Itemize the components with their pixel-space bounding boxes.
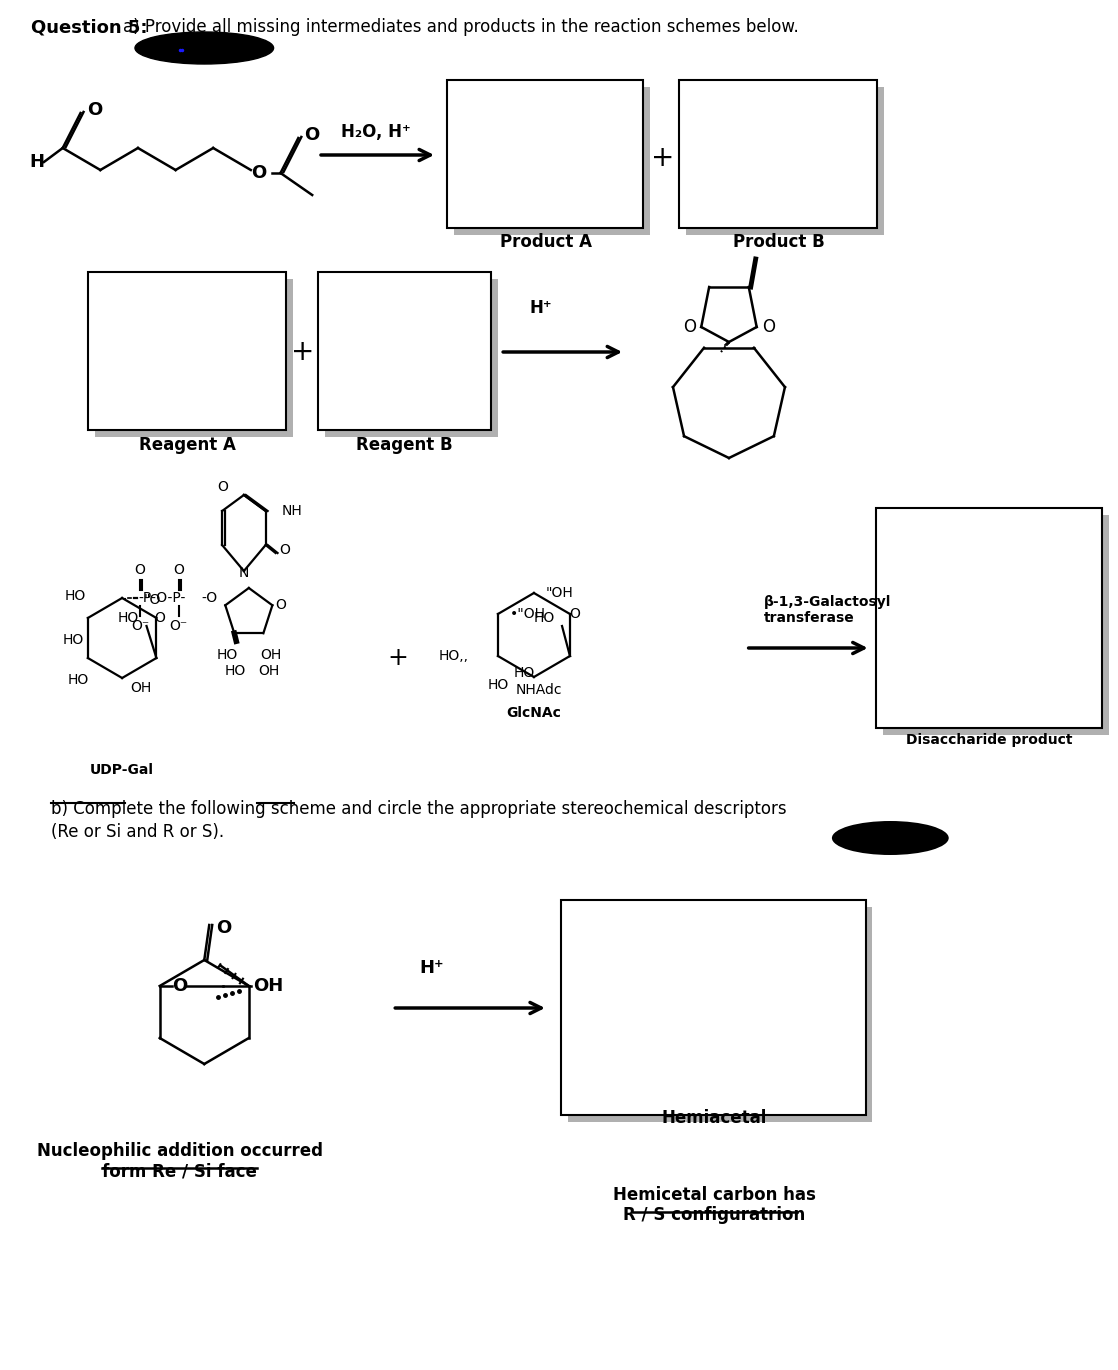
Text: H₂O, H⁺: H₂O, H⁺ [341,123,410,141]
Text: O: O [217,919,231,937]
Text: NH: NH [282,504,302,518]
Text: HO: HO [119,611,140,625]
Text: Hemicetal carbon has: Hemicetal carbon has [613,1186,815,1204]
Text: Product A: Product A [500,233,591,251]
Text: HO: HO [513,666,534,680]
Text: Reagent A: Reagent A [139,436,236,453]
Text: Nucleophilic addition occurred: Nucleophilic addition occurred [37,1143,322,1160]
Text: O: O [172,977,187,995]
Bar [88,273,286,430]
Text: HO: HO [217,648,238,662]
Text: O: O [683,318,695,336]
Text: Reagent B: Reagent B [356,436,453,453]
Ellipse shape [832,821,949,855]
Text: HO: HO [68,673,89,686]
Bar [560,900,865,1115]
Text: OH: OH [254,977,284,995]
Text: O: O [87,101,102,119]
Text: HO: HO [225,664,246,678]
Text: "O: "O [144,593,161,607]
Bar [319,273,492,430]
Text: HO: HO [65,589,86,603]
Text: O: O [134,563,145,577]
Text: O: O [217,479,228,495]
Text: O: O [154,611,164,625]
Bar [686,88,884,236]
Text: O: O [280,543,291,558]
Text: +: + [651,144,674,173]
Text: UDP-Gal: UDP-Gal [91,763,154,777]
Text: +: + [291,338,314,366]
Text: OH: OH [130,681,151,695]
Text: Question 5:: Question 5: [31,18,148,36]
Text: Hemiacetal: Hemiacetal [662,1108,767,1128]
Bar [568,907,872,1122]
Bar [95,279,293,437]
Bar [447,79,643,227]
Text: a) Provide all missing intermediates and products in the reaction schemes below.: a) Provide all missing intermediates and… [123,18,799,36]
Text: O: O [252,164,266,182]
Text: GlcNAc: GlcNAc [506,706,561,721]
Text: form Re / Si face: form Re / Si face [102,1163,257,1181]
Text: HO: HO [63,633,84,647]
Text: R / S configuratrion: R / S configuratrion [623,1206,805,1223]
Text: N: N [239,566,249,580]
Text: -P-O-P-: -P-O-P- [138,590,186,606]
Text: O: O [275,599,286,612]
Ellipse shape [135,32,274,64]
Bar [877,508,1102,727]
Text: H: H [29,153,44,171]
Text: H⁺: H⁺ [530,299,552,316]
Text: •"OH: •"OH [510,607,546,621]
Text: O: O [569,607,580,621]
Text: O: O [173,563,184,577]
Bar [325,279,499,437]
Bar [883,515,1109,734]
Bar [454,88,650,236]
Text: β-1,3-Galactosyl
transferase: β-1,3-Galactosyl transferase [764,595,891,625]
Text: b) Complete the following scheme and circle the appropriate stereochemical descr: b) Complete the following scheme and cir… [50,800,786,818]
Text: Disaccharide product: Disaccharide product [906,733,1072,747]
Text: H⁺: H⁺ [419,959,444,977]
Text: OH: OH [260,648,282,662]
Text: O⁻: O⁻ [170,619,188,633]
Text: NHAdc: NHAdc [515,684,562,697]
Text: HO: HO [533,611,555,625]
Text: Product B: Product B [732,233,824,251]
Bar [680,79,878,227]
Text: "OH: "OH [546,586,574,600]
Text: -O: -O [201,590,217,606]
Text: O: O [304,126,320,144]
Text: O⁻: O⁻ [131,619,149,633]
Text: (Re or Si and R or S).: (Re or Si and R or S). [50,823,224,841]
Text: O: O [762,318,775,336]
Text: HO,,: HO,, [438,649,468,663]
Text: +: + [387,647,408,670]
Text: OH: OH [258,664,280,678]
Text: HO: HO [487,678,509,692]
